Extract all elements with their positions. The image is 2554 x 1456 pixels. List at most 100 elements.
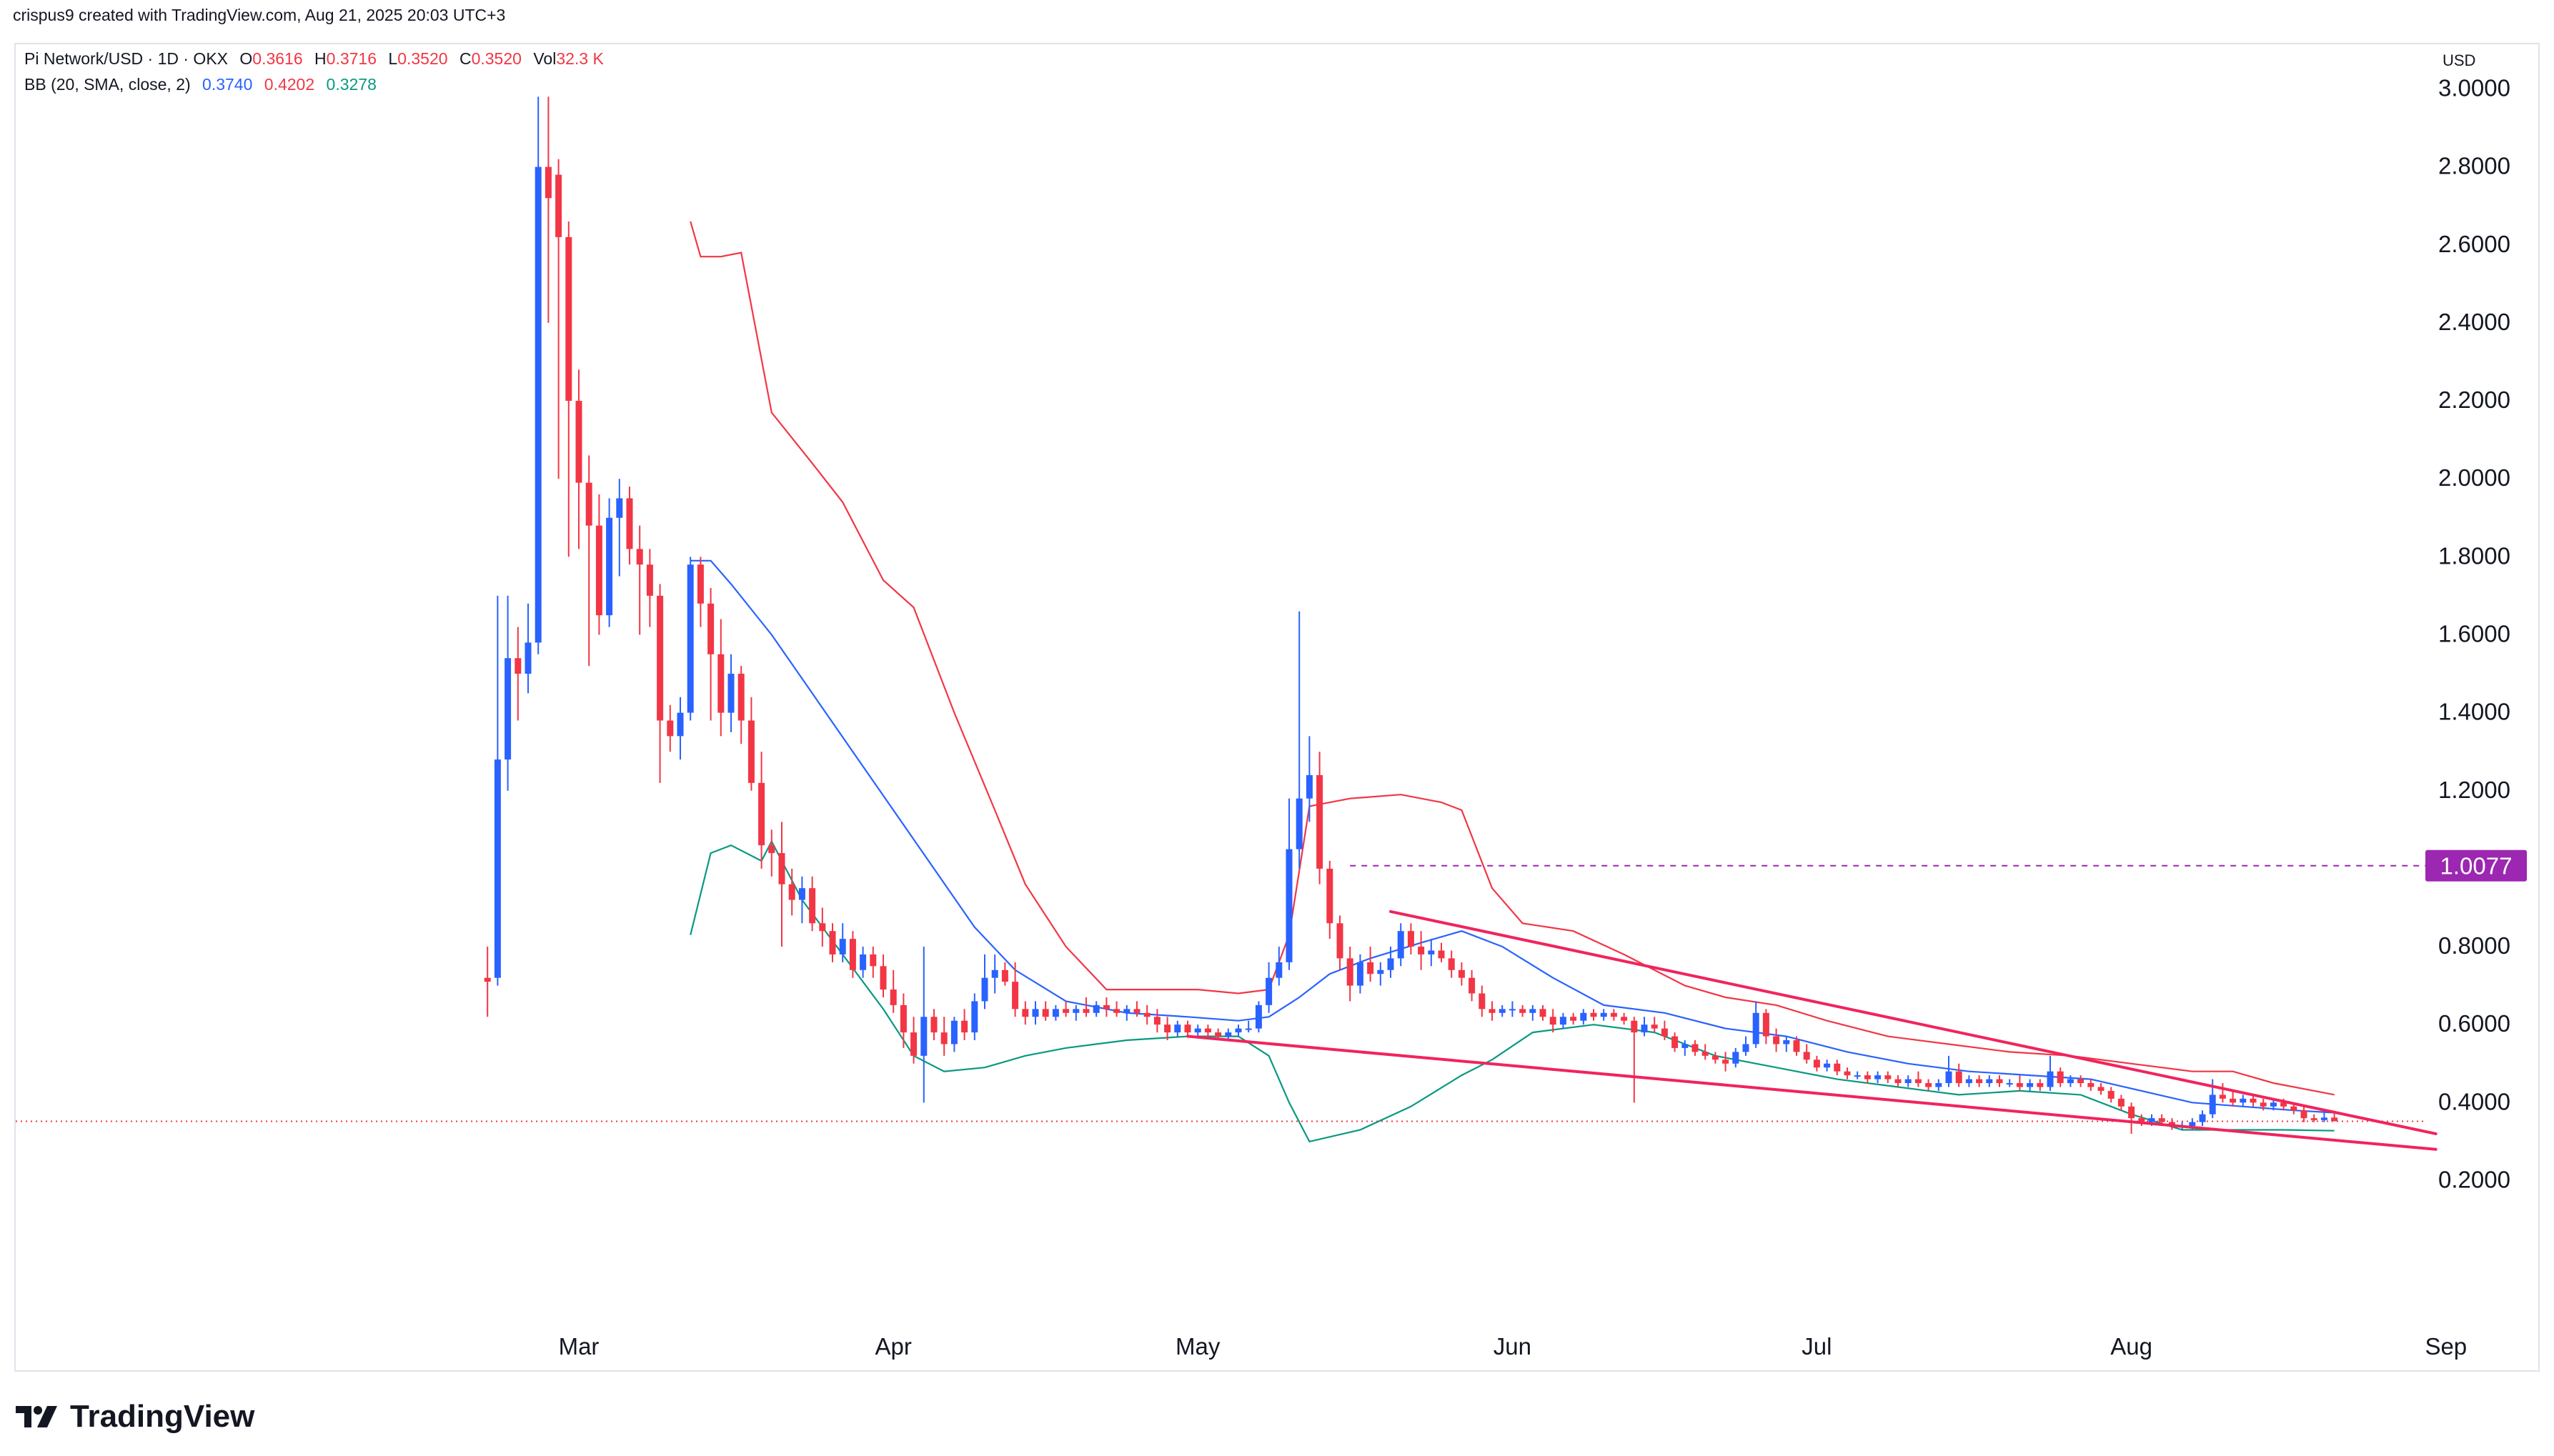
candle [2006, 1079, 2013, 1087]
candle-body [910, 1032, 918, 1056]
candle-body [1701, 1052, 1709, 1056]
candle-body [1711, 1055, 1719, 1060]
candle-body [2057, 1071, 2064, 1084]
candle [1874, 1071, 1882, 1084]
candle-body [555, 174, 562, 237]
legend-close-label: C [459, 49, 472, 68]
candle-body [1925, 1083, 1932, 1087]
y-axis: 0.20000.40000.60000.80001.00001.20001.40… [2438, 75, 2510, 1193]
candle-body [1418, 947, 1425, 954]
candle [1621, 1012, 1628, 1025]
candle [1255, 1001, 1262, 1033]
candle [667, 704, 674, 752]
candle [1509, 1001, 1516, 1017]
legend-bb-label[interactable]: BB (20, SMA, close, 2) [24, 75, 191, 94]
candle-body [1245, 1028, 1252, 1030]
candle-body [667, 720, 674, 737]
candle-body [2290, 1106, 2297, 1111]
candle [1438, 942, 1445, 962]
candle-body [747, 720, 755, 783]
candle-body [940, 1032, 948, 1044]
candle-body [2230, 1098, 2237, 1103]
candle [930, 1009, 938, 1041]
candle [1600, 1009, 1607, 1021]
candle [1235, 1024, 1242, 1037]
legend-bb-upper: 0.4202 [264, 75, 315, 94]
candle-body [1894, 1079, 1902, 1084]
y-tick-label: 3.0000 [2438, 75, 2510, 101]
candle-body [1001, 969, 1008, 982]
candle-body [1367, 962, 1374, 974]
legend-symbol[interactable]: Pi Network/USD · 1D · OKX [24, 49, 228, 68]
candle [1864, 1071, 1871, 1084]
candle [1153, 1009, 1161, 1033]
candle-body [1204, 1028, 1211, 1033]
candle [545, 96, 552, 323]
candle [1245, 1020, 1252, 1033]
candle-body [2027, 1083, 2034, 1087]
candle-body [1844, 1071, 1851, 1076]
candle-body [2128, 1106, 2135, 1119]
candle [1022, 1001, 1029, 1025]
candle [1539, 1004, 1546, 1021]
candle-body [1783, 1040, 1790, 1044]
candle [657, 584, 664, 783]
candle-body [595, 525, 602, 616]
candle [991, 954, 998, 994]
candle-body [1884, 1075, 1892, 1079]
candle [2107, 1087, 2115, 1103]
candles [484, 96, 2338, 1134]
candle [1976, 1075, 1983, 1087]
candle [2067, 1075, 2074, 1087]
candle [940, 1017, 948, 1056]
candle-body [1083, 1009, 1090, 1013]
candle-body [1306, 774, 1313, 799]
candle-body [2138, 1118, 2145, 1122]
candle-body [2107, 1090, 2115, 1099]
candle-body [646, 564, 653, 596]
footer-logo[interactable]: TradingView [16, 1399, 254, 1435]
candle-body [2148, 1118, 2155, 1122]
candle [1661, 1020, 1668, 1041]
y-tick-label: 2.4000 [2438, 309, 2510, 335]
x-tick-label: Sep [2425, 1333, 2467, 1360]
candle [1854, 1071, 1861, 1079]
candle-body [1133, 1009, 1141, 1013]
currency-label[interactable]: USD [2443, 51, 2476, 69]
candle [1458, 962, 1465, 986]
candle [809, 876, 816, 932]
candle [1834, 1059, 1841, 1076]
candle [1681, 1040, 1689, 1056]
footer-brand: TradingView [70, 1399, 255, 1434]
candle [839, 923, 846, 962]
candle-body [585, 482, 592, 526]
candle-body [758, 782, 765, 846]
candle [2037, 1079, 2044, 1091]
y-tick-label: 0.4000 [2438, 1088, 2510, 1115]
candle-body [829, 931, 836, 954]
candle [1204, 1024, 1211, 1037]
candle [1194, 1024, 1201, 1037]
legend: Pi Network/USD · 1D · OKX O0.3616 H0.371… [24, 46, 611, 97]
candle-body [1824, 1063, 1831, 1068]
legend-high: 0.3716 [326, 49, 377, 68]
candle-body [1722, 1059, 1729, 1064]
legend-low-label: L [388, 49, 398, 68]
candle-body [2158, 1118, 2165, 1122]
candle [819, 907, 826, 947]
candle-body [2077, 1079, 2085, 1084]
candle-body [505, 658, 512, 760]
candle [2057, 1067, 2064, 1087]
candle [2047, 1055, 2054, 1091]
candle-body [1965, 1079, 1972, 1084]
candle-body [1793, 1040, 1800, 1052]
candle-body [880, 966, 887, 990]
candle [1651, 1017, 1658, 1033]
candle [1479, 985, 1486, 1017]
candle [1986, 1075, 1993, 1087]
candle [1793, 1036, 1800, 1056]
candle-body [1945, 1071, 1952, 1084]
candle-body [971, 1001, 978, 1033]
candle-body [1509, 1009, 1516, 1011]
